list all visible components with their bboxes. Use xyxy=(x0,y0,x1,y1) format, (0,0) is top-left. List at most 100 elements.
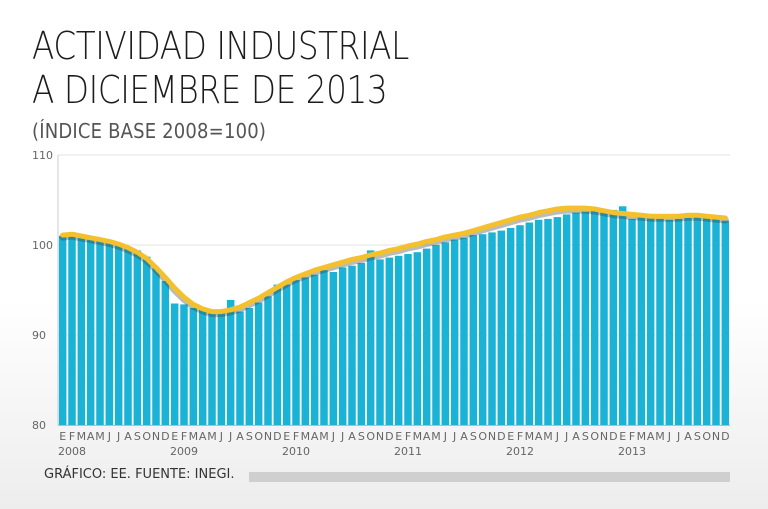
bar xyxy=(376,259,384,425)
bar xyxy=(114,243,123,425)
x-tick-label: E xyxy=(507,430,514,443)
year-label: 2011 xyxy=(394,445,422,458)
x-tick-label: M xyxy=(543,430,553,443)
x-tick-label: J xyxy=(107,430,111,443)
x-tick-label: M xyxy=(189,430,199,443)
x-tick-label: A xyxy=(535,430,543,443)
bar xyxy=(637,214,646,425)
x-tick-label: J xyxy=(228,430,232,443)
x-tick-label: O xyxy=(366,430,375,443)
bar xyxy=(572,212,580,425)
x-tick-label: S xyxy=(134,430,141,443)
bar xyxy=(170,303,179,425)
x-tick-label: J xyxy=(443,430,447,443)
x-tick-label: F xyxy=(293,430,299,443)
x-tick-label: J xyxy=(452,430,456,443)
chart-title: ACTIVIDAD INDUSTRIAL A DICIEMBRE DE 2013 xyxy=(32,24,409,112)
bar xyxy=(348,265,356,425)
bar xyxy=(712,218,720,425)
bar xyxy=(450,239,459,425)
chart-title-line-1: ACTIVIDAD INDUSTRIAL xyxy=(32,24,409,68)
x-tick-label: N xyxy=(600,430,608,443)
bar xyxy=(469,235,478,425)
x-tick-label: S xyxy=(470,430,477,443)
x-tick-label: J xyxy=(564,430,568,443)
x-tick-label: O xyxy=(478,430,487,443)
x-tick-label: N xyxy=(376,430,384,443)
bar xyxy=(198,309,207,425)
bar xyxy=(721,220,730,425)
x-tick-label: J xyxy=(555,430,559,443)
y-axis: 80 90 100 110 xyxy=(32,149,59,432)
x-tick-label: J xyxy=(676,430,680,443)
bar xyxy=(96,239,104,425)
x-tick-label: M xyxy=(319,430,329,443)
x-tick-label: M xyxy=(637,430,647,443)
bar xyxy=(292,280,300,425)
x-tick-label: J xyxy=(340,430,344,443)
x-tick-label: A xyxy=(423,430,431,443)
x-tick-label: J xyxy=(116,430,120,443)
bar xyxy=(301,277,310,425)
x-tick-label: A xyxy=(684,430,692,443)
bar xyxy=(684,218,692,425)
x-tick-label: O xyxy=(254,430,263,443)
bar xyxy=(618,206,627,425)
x-tick-label: M xyxy=(525,430,535,443)
x-tick-label: M xyxy=(77,430,87,443)
year-label: 2013 xyxy=(618,445,646,458)
x-tick-label: A xyxy=(572,430,580,443)
bar xyxy=(534,219,543,425)
x-tick-label: F xyxy=(629,430,635,443)
x-tick-label: N xyxy=(712,430,720,443)
bar-series xyxy=(58,206,730,425)
bar xyxy=(245,308,254,425)
bar xyxy=(460,237,468,425)
bar xyxy=(124,246,132,425)
x-tick-label: A xyxy=(236,430,244,443)
bar xyxy=(544,218,552,425)
bar xyxy=(702,218,711,425)
bar xyxy=(488,232,496,425)
bar xyxy=(665,219,674,425)
x-tick-label: E xyxy=(59,430,66,443)
x-tick-label: J xyxy=(331,430,335,443)
x-tick-label: M xyxy=(413,430,423,443)
chart-subtitle: (ÍNDICE BASE 2008=100) xyxy=(32,119,267,143)
x-tick-label: F xyxy=(405,430,411,443)
x-tick-label: D xyxy=(273,430,281,443)
bar xyxy=(674,218,683,425)
x-tick-label: E xyxy=(171,430,178,443)
bar xyxy=(282,284,291,425)
bar xyxy=(320,270,328,425)
bar xyxy=(338,267,347,425)
bar xyxy=(68,232,76,425)
bar xyxy=(310,274,319,425)
year-label: 2010 xyxy=(282,445,310,458)
x-tick-label: O xyxy=(702,430,711,443)
bar xyxy=(506,227,515,425)
bar xyxy=(394,255,403,425)
x-tick-label: N xyxy=(152,430,160,443)
bar xyxy=(208,313,216,425)
source-divider-bar xyxy=(249,472,730,482)
bar xyxy=(590,210,599,425)
bar xyxy=(553,217,562,425)
bar xyxy=(236,311,244,425)
x-tick-label: S xyxy=(246,430,253,443)
bar xyxy=(600,210,608,425)
x-tick-label: D xyxy=(385,430,393,443)
x-tick-label: A xyxy=(199,430,207,443)
bar xyxy=(497,230,506,425)
x-tick-label: D xyxy=(609,430,617,443)
bar xyxy=(432,245,440,425)
x-tick-label: O xyxy=(590,430,599,443)
bar xyxy=(273,284,282,425)
y-tick-label: 110 xyxy=(32,149,53,162)
bar xyxy=(422,248,431,425)
x-tick-label: A xyxy=(460,430,468,443)
bar xyxy=(413,252,422,425)
bar xyxy=(404,254,412,425)
x-tick-label: N xyxy=(488,430,496,443)
